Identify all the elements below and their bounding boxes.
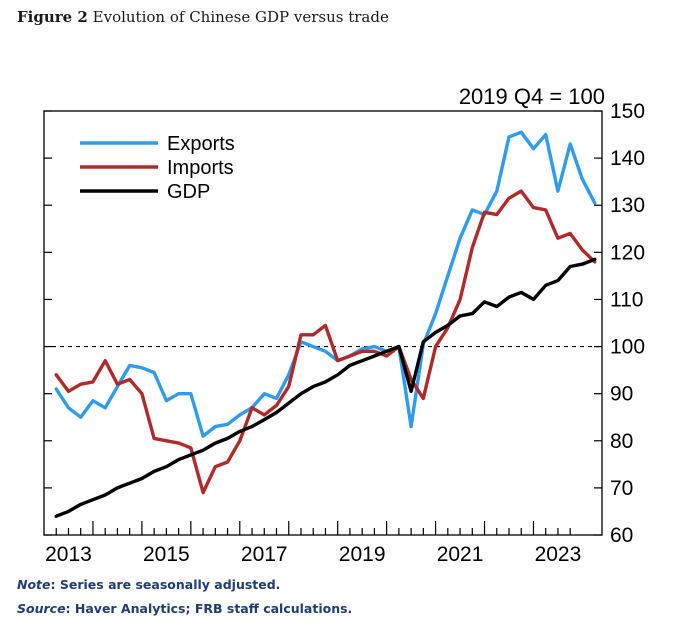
source-label: Source (17, 601, 66, 616)
note-label: Note (17, 577, 51, 592)
series-layer (54, 130, 597, 518)
figure-label: Figure 2 (17, 8, 88, 26)
units-label: 2019 Q4 = 100 (459, 84, 605, 109)
y-tick-label: 100 (610, 336, 645, 359)
y-axis: 60 70 80 90 100 110 120 130 140 150 (44, 100, 645, 547)
series-line-imports (54, 189, 597, 495)
plot-border (43, 110, 603, 536)
y-tick-label: 80 (610, 430, 633, 453)
plot-frame (43, 110, 603, 536)
y-tick-label: 110 (610, 288, 643, 311)
x-tick-label: 2015 (143, 543, 190, 566)
y-tick-label: 120 (610, 241, 645, 264)
y-tick-label: 130 (610, 194, 645, 217)
legend-label-exports: Exports (167, 133, 235, 155)
source-line: Source: Haver Analytics; FRB staff calcu… (17, 601, 352, 616)
x-tick-label: 2017 (241, 543, 288, 566)
series-line-exports (54, 130, 597, 438)
legend-label-imports: Imports (167, 157, 234, 179)
legend-label-gdp: GDP (167, 181, 210, 203)
x-tick-label: 2019 (339, 543, 386, 566)
y-tick-label: 150 (610, 100, 645, 123)
figure-title-text: Evolution of Chinese GDP versus trade (92, 8, 389, 26)
y-tick-label: 70 (610, 477, 633, 500)
note-text: : Series are seasonally adjusted. (50, 577, 281, 592)
y-tick-label: 140 (610, 147, 645, 170)
x-axis: 2013 2015 2017 2019 2021 2023 (45, 521, 581, 566)
source-text: : Haver Analytics; FRB staff calculation… (65, 601, 353, 616)
series-line-gdp (54, 257, 597, 518)
x-tick-label: 2013 (45, 543, 92, 566)
x-tick-label: 2021 (437, 543, 484, 566)
y-tick-label: 90 (610, 383, 633, 406)
x-tick-label: 2023 (535, 543, 582, 566)
note-line: Note: Series are seasonally adjusted. (17, 577, 280, 592)
y-tick-label: 60 (610, 524, 633, 547)
figure-title: Figure 2 Evolution of Chinese GDP versus… (17, 8, 389, 26)
